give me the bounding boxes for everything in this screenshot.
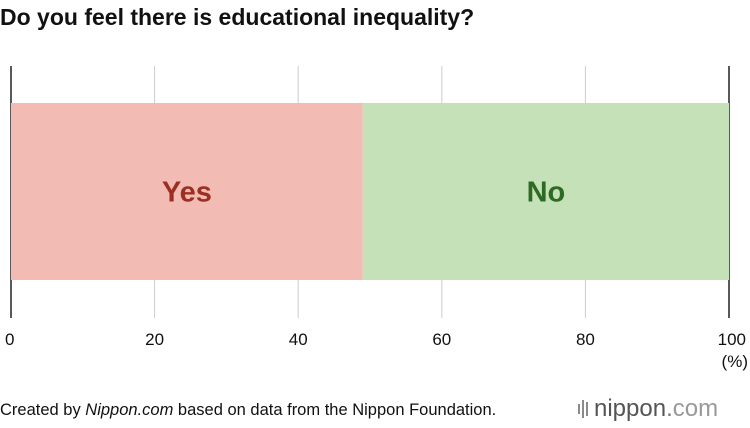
- bar-segment-yes: [11, 103, 363, 280]
- source-name: Nippon.com: [85, 401, 174, 419]
- logo-tld: com: [672, 395, 719, 422]
- source-note: Created by Nippon.com based on data from…: [0, 401, 496, 420]
- logo-name: nippon: [594, 395, 667, 422]
- x-tick-label: 60: [432, 330, 451, 349]
- segment-label-no: No: [527, 177, 566, 209]
- logo-dot: .: [666, 395, 673, 422]
- x-axis-unit: (%): [722, 352, 748, 371]
- x-tick-label: 40: [289, 330, 308, 349]
- chart-title: Do you feel there is educational inequal…: [0, 4, 475, 30]
- x-tick-label: 20: [145, 330, 164, 349]
- stacked-bar-chart: Yes No 0 20 40 60 80 100 (%): [5, 66, 748, 371]
- x-tick-label: 80: [576, 330, 595, 349]
- logo-text: nippon.com: [594, 395, 718, 423]
- x-tick-label: 0: [5, 330, 14, 349]
- nippon-logo: nippon.com: [578, 394, 718, 424]
- segment-label-yes: Yes: [162, 177, 212, 209]
- bar-segment-no: [362, 103, 729, 280]
- logo-bars-icon: [578, 400, 588, 418]
- source-suffix: based on data from the Nippon Foundation…: [173, 401, 497, 419]
- source-prefix: Created by: [0, 401, 86, 419]
- x-tick-label: 100: [718, 330, 746, 349]
